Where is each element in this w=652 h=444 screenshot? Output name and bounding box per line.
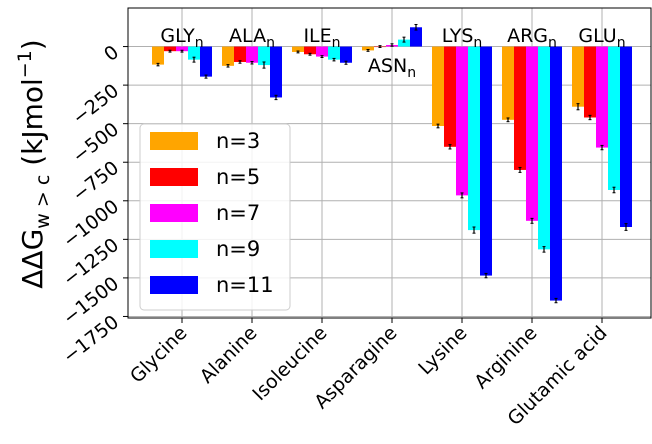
legend-swatch xyxy=(150,168,198,186)
annotation-label: GLU xyxy=(578,25,616,47)
annotation-label: GLY xyxy=(160,25,195,47)
bar xyxy=(514,46,526,170)
bar xyxy=(502,46,514,120)
bar xyxy=(222,46,234,66)
annotation: LYSn xyxy=(442,25,483,51)
bar xyxy=(456,46,468,196)
y-tick-label: −250 xyxy=(68,80,123,129)
annotation-subscript: n xyxy=(266,35,275,51)
x-tick-label: Lysine xyxy=(414,322,471,379)
bar xyxy=(176,46,188,52)
legend-swatch xyxy=(150,132,198,150)
y-tick-label: −500 xyxy=(68,118,123,167)
y-label-main: ΔΔG xyxy=(16,229,49,289)
legend-swatch xyxy=(150,204,198,222)
bar xyxy=(234,46,246,62)
legend-label: n=7 xyxy=(216,201,260,225)
bar xyxy=(596,46,608,148)
bar xyxy=(270,46,282,98)
bar xyxy=(410,27,422,47)
y-label-sup: −1 xyxy=(14,50,36,78)
annotation: ILEn xyxy=(303,25,340,51)
annotation-label: ALA xyxy=(229,25,266,47)
annotation-label: ILE xyxy=(303,25,331,47)
annotation-subscript: n xyxy=(195,35,204,51)
y-axis-label: ΔΔGw > c (kJmol−1) xyxy=(14,39,54,288)
bar xyxy=(152,46,164,65)
annotation-subscript: n xyxy=(548,35,557,51)
annotation-label: ARG xyxy=(507,25,548,47)
legend-swatch xyxy=(150,276,198,294)
bar xyxy=(164,46,176,52)
bar xyxy=(258,46,270,66)
bar xyxy=(468,46,480,231)
bar xyxy=(200,46,212,77)
annotation-subscript: n xyxy=(617,35,626,51)
bar xyxy=(608,46,620,190)
x-tick-label: Alanine xyxy=(196,322,262,388)
annotation: GLYn xyxy=(160,25,203,51)
bar xyxy=(328,46,340,60)
annotation-subscript: n xyxy=(407,65,416,81)
bar xyxy=(362,46,374,51)
bar xyxy=(398,39,410,47)
bar xyxy=(480,46,492,276)
legend-label: n=5 xyxy=(216,165,260,189)
bar xyxy=(292,46,304,52)
annotation: GLUn xyxy=(578,25,625,51)
y-tick-label: 0 xyxy=(100,41,123,66)
x-tick-label: Glycine xyxy=(126,322,192,388)
bar xyxy=(526,46,538,221)
bar xyxy=(304,46,316,55)
annotation-subscript: n xyxy=(473,35,482,51)
legend-label: n=11 xyxy=(216,273,274,297)
bar xyxy=(550,46,562,301)
annotation: ASNn xyxy=(368,55,416,81)
bar xyxy=(188,46,200,60)
annotation-label: ASN xyxy=(368,55,407,77)
bar xyxy=(444,46,456,147)
bar xyxy=(432,46,444,126)
bar xyxy=(316,46,328,57)
legend-label: n=9 xyxy=(216,237,260,261)
legend-swatch xyxy=(150,240,198,258)
y-label-end: ) xyxy=(16,39,49,50)
legend-label: n=3 xyxy=(216,129,260,153)
y-label-sub: w > c xyxy=(32,175,54,229)
y-label-rest: (kJmol xyxy=(16,78,49,174)
annotation: ALAn xyxy=(229,25,275,51)
plot-frame xyxy=(127,7,652,319)
bar xyxy=(538,46,550,250)
y-tick-label: −750 xyxy=(68,157,123,206)
bar xyxy=(620,46,632,228)
annotation: ARGn xyxy=(507,25,557,51)
x-tick-label: Arginine xyxy=(470,322,541,393)
bar xyxy=(572,46,584,107)
bar xyxy=(340,46,352,63)
annotation-label: LYS xyxy=(442,25,474,47)
annotation-subscript: n xyxy=(332,35,341,51)
bar xyxy=(246,46,258,63)
bar xyxy=(584,46,596,118)
